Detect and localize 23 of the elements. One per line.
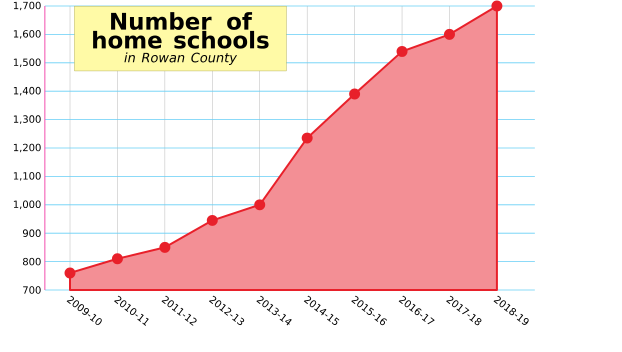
text: Number of home schools — [93, 12, 269, 49]
point — [396, 46, 408, 57]
point — [349, 88, 360, 100]
y-tick-label: 900 — [22, 229, 41, 237]
y-tick-label: 800 — [22, 258, 41, 266]
y-tick-label: 1,500 — [14, 58, 41, 68]
point — [112, 253, 123, 264]
y-tick-label: 1,000 — [14, 200, 41, 210]
y-tick-label: 1,400 — [14, 86, 41, 96]
y-tick-label: 1,600 — [14, 30, 41, 39]
point — [491, 0, 502, 12]
y-tick-label: 1,700 — [14, 2, 41, 10]
y-tick-label: 700 — [23, 286, 41, 294]
y-tick-label: 1,300 — [14, 115, 41, 124]
point — [206, 214, 218, 226]
point — [159, 242, 170, 253]
y-tick-label: 1,200 — [14, 144, 41, 152]
point — [444, 28, 455, 40]
y-tick-label: 1,100 — [14, 172, 41, 181]
text: in Rowan County — [124, 52, 238, 65]
point — [254, 199, 266, 210]
point — [302, 132, 313, 144]
point — [64, 267, 76, 278]
